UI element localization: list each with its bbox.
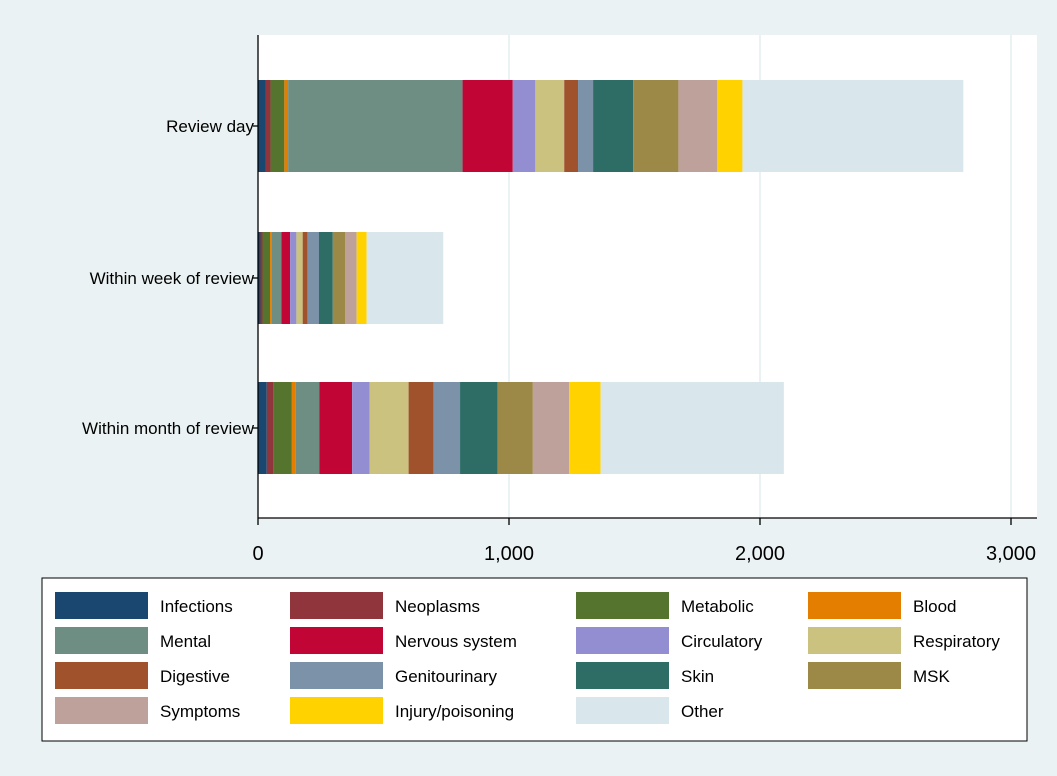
x-tick-label-1: 1,000 (484, 543, 534, 565)
bar-segment-skin-0 (593, 80, 634, 172)
bar-segment-infections-0 (258, 80, 266, 172)
legend-label-symptoms: Symptoms (160, 702, 240, 721)
legend-swatch-skin (576, 662, 669, 689)
bar-segment-neoplasms-1 (260, 232, 263, 324)
bar-segment-circulatory-1 (290, 232, 297, 324)
legend-label-injury-poisoning: Injury/poisoning (395, 702, 514, 721)
legend-label-genitourinary: Genitourinary (395, 667, 498, 686)
bar-segment-respiratory-2 (369, 382, 409, 474)
legend-swatch-infections (55, 592, 148, 619)
bar-segment-other-2 (600, 382, 784, 474)
x-tick-label-3: 3,000 (986, 543, 1036, 565)
category-label-1: Within week of review (90, 269, 255, 288)
bars (258, 80, 964, 474)
bar-segment-infections-2 (258, 382, 267, 474)
bar-segment-msk-2 (497, 382, 533, 474)
legend-label-nervous-system: Nervous system (395, 632, 517, 651)
bar-segment-metabolic-1 (262, 232, 271, 324)
bar-segment-genitourinary-1 (307, 232, 319, 324)
legend-swatch-mental (55, 627, 148, 654)
bar-segment-symptoms-0 (678, 80, 718, 172)
legend-label-msk: MSK (913, 667, 951, 686)
bar-segment-other-1 (366, 232, 444, 324)
bar-segment-digestive-0 (564, 80, 579, 172)
legend-label-circulatory: Circulatory (681, 632, 763, 651)
bar-segment-mental-1 (271, 232, 282, 324)
bar-segment-other-0 (742, 80, 964, 172)
legend-swatch-circulatory (576, 627, 669, 654)
bar-segment-neoplasms-0 (265, 80, 271, 172)
bar-segment-mental-0 (288, 80, 463, 172)
legend-swatch-respiratory (808, 627, 901, 654)
legend-swatch-blood (808, 592, 901, 619)
x-axis-ticks: 0 1,000 2,000 3,000 (252, 518, 1036, 565)
bar-segment-blood-0 (284, 80, 289, 172)
legend-swatch-msk (808, 662, 901, 689)
category-label-2: Within month of review (82, 419, 255, 438)
bar-segment-nervous-system-0 (462, 80, 513, 172)
legend-swatch-other (576, 697, 669, 724)
category-label-0: Review day (166, 117, 254, 136)
bar-segment-msk-1 (332, 232, 346, 324)
bar-segment-metabolic-2 (273, 382, 292, 474)
bar-segment-injury-poisoning-2 (569, 382, 601, 474)
legend-label-respiratory: Respiratory (913, 632, 1000, 651)
legend-label-mental: Mental (160, 632, 211, 651)
bar-segment-respiratory-1 (296, 232, 303, 324)
bar-segment-symptoms-1 (345, 232, 357, 324)
bar-segment-blood-2 (291, 382, 296, 474)
legend-swatch-nervous-system (290, 627, 383, 654)
legend-swatch-genitourinary (290, 662, 383, 689)
bar-segment-skin-2 (460, 382, 498, 474)
bar-segment-nervous-system-1 (281, 232, 291, 324)
bar-segment-nervous-system-2 (319, 382, 353, 474)
bar-segment-injury-poisoning-1 (356, 232, 367, 324)
bar-segment-infections-1 (258, 232, 261, 324)
bar-segment-metabolic-0 (270, 80, 285, 172)
bar-segment-injury-poisoning-0 (717, 80, 743, 172)
bar-segment-msk-0 (633, 80, 679, 172)
bar-segment-circulatory-2 (352, 382, 370, 474)
legend-label-other: Other (681, 702, 724, 721)
legend-swatch-neoplasms (290, 592, 383, 619)
bar-segment-respiratory-0 (535, 80, 565, 172)
legend-label-infections: Infections (160, 597, 233, 616)
legend: Infections Neoplasms Metabolic Blood Mental N… (55, 592, 1000, 724)
bar-segment-digestive-2 (408, 382, 434, 474)
legend-label-neoplasms: Neoplasms (395, 597, 480, 616)
legend-label-blood: Blood (913, 597, 956, 616)
bar-segment-mental-2 (295, 382, 320, 474)
legend-label-metabolic: Metabolic (681, 597, 754, 616)
bar-segment-symptoms-2 (532, 382, 570, 474)
legend-swatch-digestive (55, 662, 148, 689)
legend-swatch-injury-poisoning (290, 697, 383, 724)
x-tick-label-0: 0 (252, 543, 263, 565)
legend-label-digestive: Digestive (160, 667, 230, 686)
x-tick-label-2: 2,000 (735, 543, 785, 565)
legend-swatch-symptoms (55, 697, 148, 724)
bar-segment-genitourinary-0 (578, 80, 594, 172)
legend-label-skin: Skin (681, 667, 714, 686)
legend-swatch-metabolic (576, 592, 669, 619)
bar-segment-genitourinary-2 (433, 382, 461, 474)
bar-segment-blood-1 (270, 232, 272, 324)
bar-segment-digestive-1 (302, 232, 308, 324)
bar-segment-neoplasms-2 (266, 382, 274, 474)
bar-segment-circulatory-0 (512, 80, 536, 172)
bar-segment-skin-1 (318, 232, 333, 324)
y-axis-category-labels: Review day Within week of review Within mo… (82, 117, 258, 438)
